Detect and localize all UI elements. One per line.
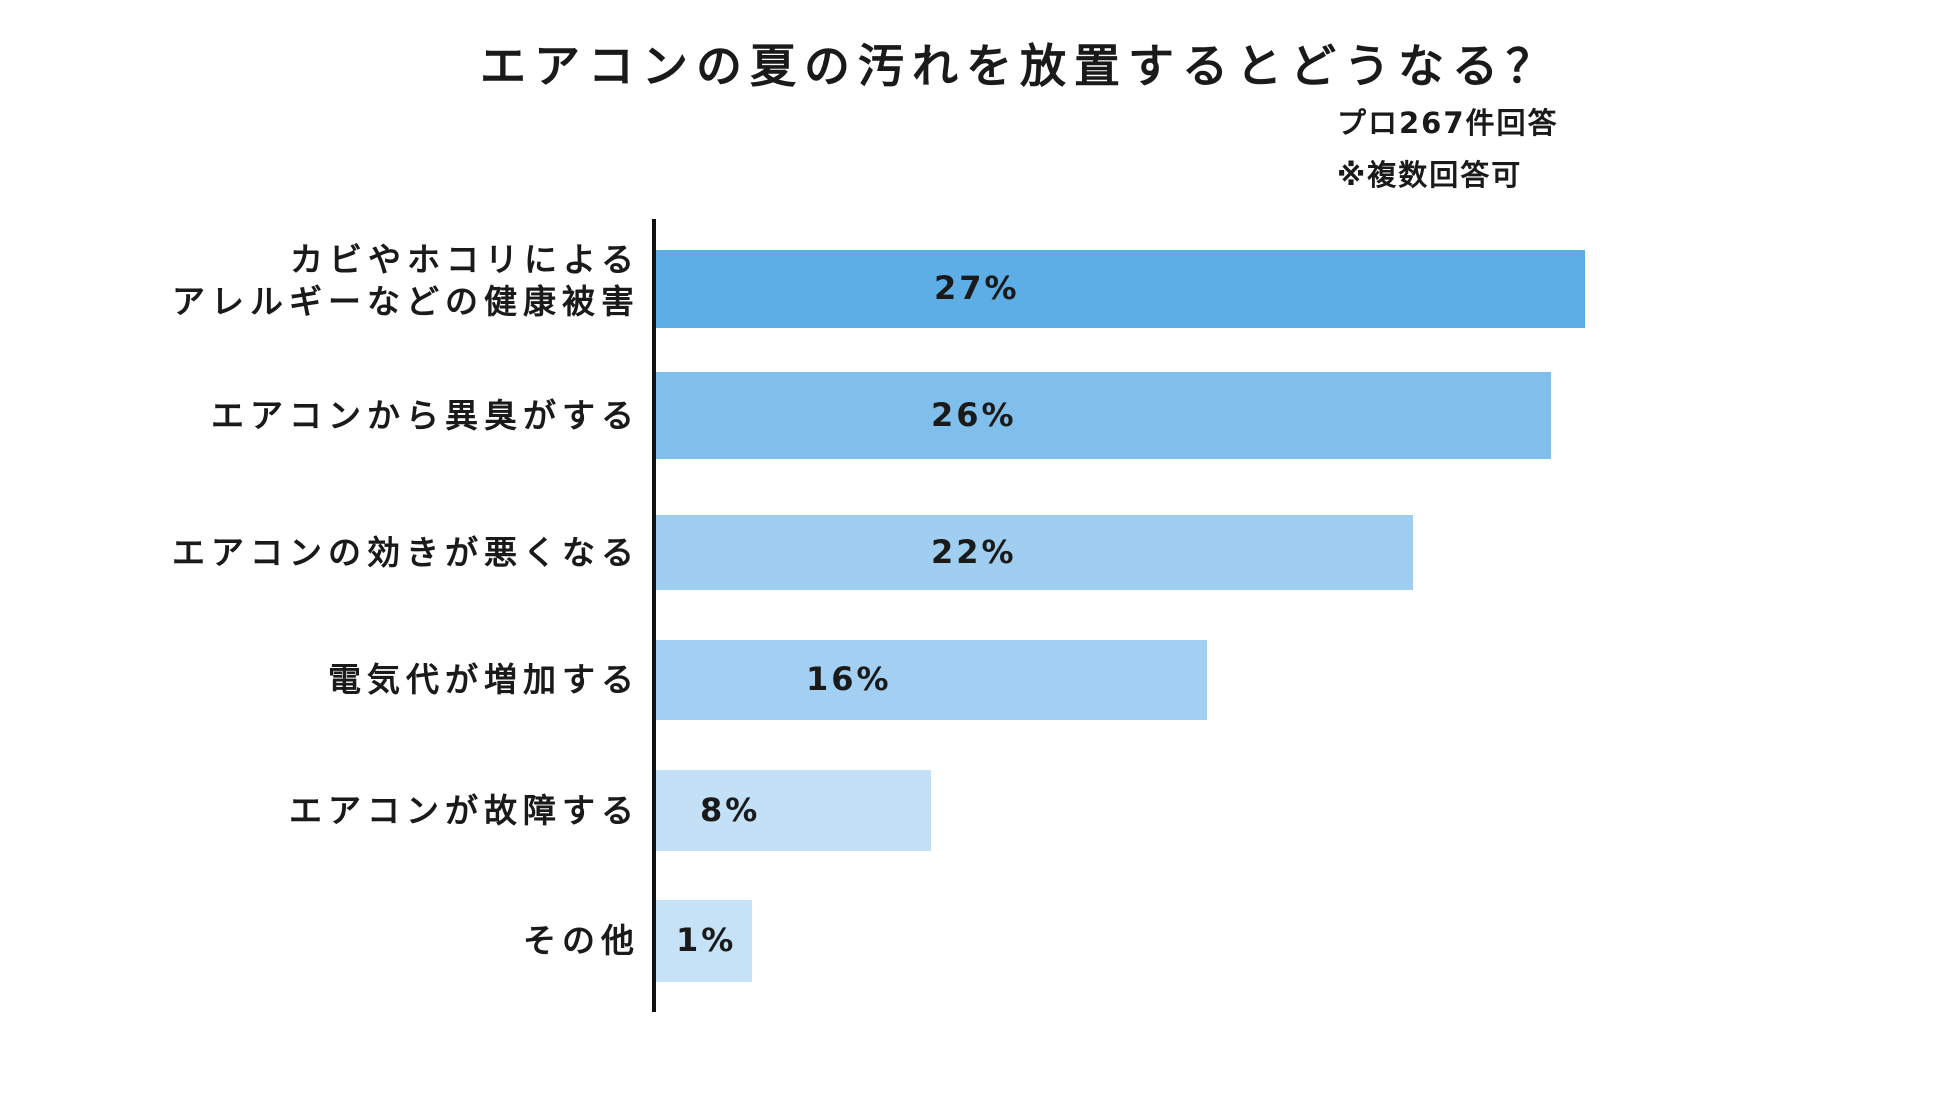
bar: [656, 515, 1413, 590]
multiple-answer-note: ※複数回答可: [1337, 158, 1523, 192]
bar: [656, 250, 1585, 328]
category-label: エアコンが故障する: [289, 790, 640, 830]
bar: [656, 640, 1207, 720]
category-label: カビやホコリによる アレルギーなどの健康被害: [172, 240, 640, 321]
bar: [656, 372, 1551, 459]
respondent-note: プロ267件回答: [1337, 106, 1559, 140]
bar: [656, 900, 752, 982]
category-label: 電気代が増加する: [328, 660, 640, 699]
value-label: 1%: [676, 921, 737, 959]
value-label: 27%: [934, 269, 1020, 307]
category-label: エアコンの効きが悪くなる: [172, 532, 640, 572]
value-label: 26%: [931, 395, 1017, 434]
category-label: エアコンから異臭がする: [211, 395, 640, 435]
value-label: 16%: [806, 660, 892, 698]
y-axis-line: [652, 219, 656, 1012]
value-label: 22%: [931, 532, 1017, 571]
bar: [656, 770, 932, 851]
category-label: その他: [523, 921, 640, 960]
chart-title: エアコンの夏の汚れを放置するとどうなる？: [480, 39, 1560, 93]
value-label: 8%: [700, 790, 761, 829]
